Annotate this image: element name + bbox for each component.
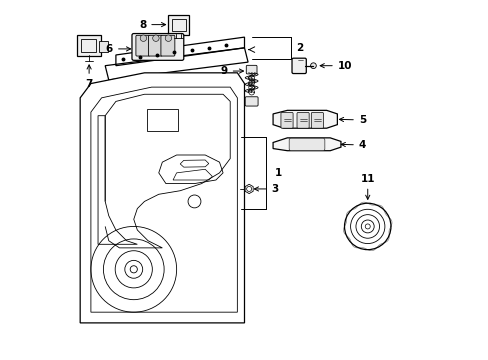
FancyBboxPatch shape [281,112,292,128]
Polygon shape [272,111,337,128]
Circle shape [165,35,171,41]
Text: 6: 6 [105,44,130,54]
Circle shape [310,63,316,68]
Circle shape [140,35,146,41]
FancyBboxPatch shape [77,35,101,57]
Text: 2: 2 [296,43,303,53]
Text: 7: 7 [85,65,93,89]
Text: 4: 4 [341,140,366,150]
Polygon shape [80,73,244,323]
Circle shape [152,35,159,41]
Text: 10: 10 [320,61,351,71]
FancyBboxPatch shape [291,58,305,73]
Polygon shape [272,138,340,151]
FancyBboxPatch shape [246,65,257,74]
Text: 1: 1 [274,168,282,178]
FancyBboxPatch shape [132,33,183,60]
FancyBboxPatch shape [311,112,323,128]
Text: 8: 8 [139,19,165,30]
Text: 11: 11 [360,174,374,199]
FancyBboxPatch shape [168,15,189,35]
Text: 3: 3 [254,184,278,194]
FancyBboxPatch shape [296,112,308,128]
Text: 5: 5 [339,115,366,125]
FancyBboxPatch shape [161,35,175,56]
FancyBboxPatch shape [244,97,258,106]
FancyBboxPatch shape [148,35,162,56]
FancyBboxPatch shape [136,35,149,56]
Text: 9: 9 [220,66,243,76]
FancyBboxPatch shape [288,138,324,151]
FancyBboxPatch shape [99,41,108,52]
